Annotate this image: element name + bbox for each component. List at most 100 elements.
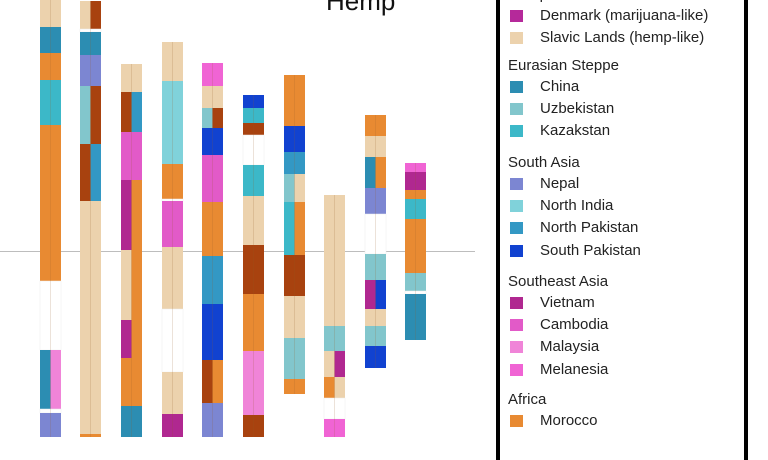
legend-label: Nepal xyxy=(540,175,580,192)
segment-nepal xyxy=(202,403,223,437)
segment-slavic xyxy=(324,351,335,377)
segment-melanesia xyxy=(324,419,345,437)
chromosome-5 xyxy=(202,63,223,437)
segment-kazakstan xyxy=(405,199,426,219)
legend-group-header: Southeast Asia xyxy=(508,273,609,290)
segment-slavic xyxy=(162,247,183,309)
segment-morocco xyxy=(284,379,305,394)
segment-other xyxy=(243,245,264,294)
segment-other xyxy=(90,1,101,29)
segment-china xyxy=(40,27,61,53)
legend-swatch xyxy=(510,341,523,354)
segment-slavic xyxy=(365,309,386,326)
segment-north-india xyxy=(162,81,183,164)
legend-label: North Pakistan xyxy=(540,219,639,237)
chromosome-painting xyxy=(0,0,475,437)
segment-other xyxy=(90,86,101,144)
segment-other xyxy=(243,123,264,135)
segment-slavic xyxy=(162,372,183,414)
legend-swatch xyxy=(510,32,523,45)
segment-morocco xyxy=(284,75,305,126)
legend-label: Cambodia xyxy=(540,316,609,334)
legend-swatch xyxy=(510,103,523,116)
chromosome-6 xyxy=(242,95,265,437)
segment-slavic xyxy=(365,136,386,157)
legend-swatch xyxy=(510,319,523,332)
legend-swatch xyxy=(510,363,523,376)
segment-uzbekistan xyxy=(365,254,386,280)
segment-south-pakistan xyxy=(202,304,223,360)
segment-uzbekistan xyxy=(365,326,386,346)
legend-swatch xyxy=(510,10,523,22)
segment-slavic xyxy=(80,1,91,29)
legend-swatch xyxy=(510,125,523,138)
segment-other xyxy=(243,415,264,437)
segment-uzbekistan xyxy=(80,86,91,144)
segment-slavic xyxy=(40,0,61,27)
segment-slavic xyxy=(121,64,142,92)
segment-south-pakistan xyxy=(243,95,264,108)
segment-malaysia xyxy=(50,350,61,409)
segment-morocco xyxy=(202,202,223,256)
segment-nepal xyxy=(365,188,386,214)
segment-other xyxy=(212,108,223,128)
segment-morocco xyxy=(324,377,335,398)
legend-label: Uzbekistan xyxy=(540,100,615,118)
segment-slavic xyxy=(243,196,264,245)
legend-label: China xyxy=(540,78,580,95)
segment-kazakstan xyxy=(243,165,264,196)
segment-kazakstan xyxy=(284,202,295,255)
chromosome-2 xyxy=(79,1,102,437)
segment-south-pakistan xyxy=(202,128,223,155)
chromosome-4 xyxy=(161,42,184,437)
legend-label: Melanesia xyxy=(540,360,609,378)
legend-label: Slavic Lands (hemp-like) xyxy=(540,29,705,47)
segment-malaysia xyxy=(243,351,264,415)
segment-uzbekistan xyxy=(284,338,305,379)
segment-morocco xyxy=(131,250,142,320)
segment-morocco xyxy=(243,294,264,351)
segment-morocco xyxy=(375,157,386,188)
segment-nepal xyxy=(40,413,61,437)
segment-south-pakistan xyxy=(375,280,386,309)
segment-north-pakistan xyxy=(90,144,101,201)
chromosome-7 xyxy=(284,75,305,394)
segment-cambodia xyxy=(202,155,223,202)
segment-morocco xyxy=(405,219,426,273)
segment-vietnam xyxy=(334,351,345,377)
segment-morocco xyxy=(121,358,142,406)
segment-north-pakistan xyxy=(131,92,142,132)
segment-slavic xyxy=(121,250,132,320)
legend-group-header: Eurasian Steppe xyxy=(508,57,619,74)
legend-label: Kazakstan xyxy=(540,122,611,140)
segment-china xyxy=(365,157,376,188)
segment-south-pakistan xyxy=(284,126,305,152)
legend-swatch xyxy=(510,297,523,309)
segment-vietnam xyxy=(365,280,376,309)
segment-morocco xyxy=(365,115,386,136)
legend-label: Denmark (marijuana-like) xyxy=(540,7,709,24)
segment-vietnam xyxy=(162,414,183,437)
legend-swatch xyxy=(510,415,523,427)
segment-north-pakistan xyxy=(284,152,305,174)
chromosome-9 xyxy=(364,115,387,368)
legend-swatch xyxy=(510,178,523,190)
legend-label: Morocco xyxy=(540,412,598,429)
chromosome-3 xyxy=(121,64,142,437)
segment-uzbekistan xyxy=(202,108,213,128)
chromosome-10 xyxy=(404,163,427,340)
segment-uzbekistan xyxy=(284,174,295,202)
segment-vietnam xyxy=(405,172,426,190)
segment-morocco xyxy=(294,202,305,255)
legend-swatch xyxy=(510,222,523,235)
legend: Europe Denmark (marijuana-like) Slavic Lan… xyxy=(496,0,748,460)
segment-morocco xyxy=(40,53,61,80)
segment-china xyxy=(405,294,426,340)
chart-title: Hemp xyxy=(326,0,396,16)
segment-other xyxy=(80,144,91,201)
segment-nepal xyxy=(80,55,101,86)
legend-group-header: Europe xyxy=(508,0,556,3)
segment-uzbekistan xyxy=(324,326,345,351)
legend-label: South Pakistan xyxy=(540,241,641,259)
segment-morocco xyxy=(405,190,426,199)
